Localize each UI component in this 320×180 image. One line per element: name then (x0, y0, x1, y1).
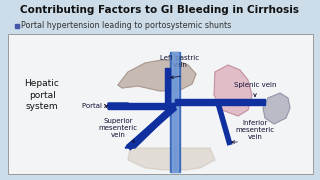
Polygon shape (214, 65, 252, 116)
Polygon shape (118, 60, 196, 91)
Polygon shape (128, 148, 215, 170)
Text: Contributing Factors to GI Bleeding in Cirrhosis: Contributing Factors to GI Bleeding in C… (20, 5, 300, 15)
Text: Hepatic
portal
system: Hepatic portal system (25, 79, 60, 111)
Polygon shape (263, 93, 290, 124)
Polygon shape (108, 103, 131, 109)
Polygon shape (164, 68, 170, 106)
Polygon shape (108, 103, 175, 109)
Text: Superior
mesenteric
vein: Superior mesenteric vein (99, 118, 138, 138)
Polygon shape (170, 52, 180, 172)
Text: Inferior
mesenteric
vein: Inferior mesenteric vein (236, 120, 275, 140)
Polygon shape (125, 103, 175, 148)
Text: Portal hypertension leading to portosystemic shunts: Portal hypertension leading to portosyst… (21, 21, 231, 30)
Polygon shape (175, 99, 265, 105)
FancyBboxPatch shape (8, 34, 313, 174)
Text: Portal vein: Portal vein (82, 103, 119, 109)
Text: Left gastric
vein: Left gastric vein (160, 55, 200, 68)
Polygon shape (172, 52, 178, 172)
Text: Splenic vein: Splenic vein (234, 82, 276, 88)
